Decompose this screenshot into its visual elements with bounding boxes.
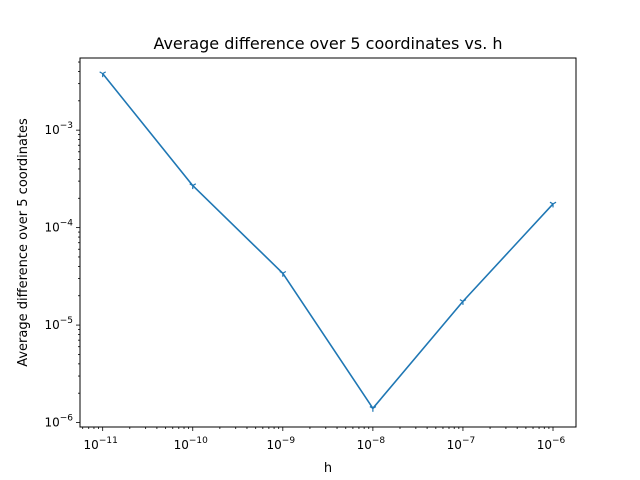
x-tick-base: 10 — [357, 438, 372, 452]
x-tick-label: 10−7 — [447, 436, 476, 452]
data-point — [279, 271, 287, 277]
y-tick-exponent: −3 — [60, 121, 73, 131]
x-tick-exponent: −11 — [99, 436, 118, 446]
data-point — [99, 71, 107, 78]
y-axis: 10−610−510−410−3 — [44, 61, 80, 430]
y-tick-label: 10−3 — [44, 121, 73, 137]
series-line — [102, 73, 554, 410]
x-tick-label: 10−10 — [174, 436, 209, 452]
y-tick-exponent: −6 — [60, 414, 74, 424]
y-tick-base: 10 — [44, 123, 59, 137]
data-point — [459, 299, 467, 305]
x-tick-label: 10−11 — [84, 436, 118, 452]
chart-title: Average difference over 5 coordinates vs… — [153, 34, 502, 53]
x-tick-exponent: −10 — [189, 436, 208, 446]
x-tick-label: 10−6 — [537, 436, 566, 452]
x-tick-base: 10 — [174, 438, 189, 452]
y-tick-label: 10−4 — [44, 219, 73, 235]
y-tick-exponent: −4 — [60, 219, 74, 229]
x-tick-exponent: −6 — [552, 436, 566, 446]
y-tick-base: 10 — [44, 318, 59, 332]
x-tick-base: 10 — [84, 438, 99, 452]
x-axis: 10−11 10−10 10−9 10−8 10−7 10−6 — [82, 427, 566, 452]
axes-frame — [79, 57, 577, 428]
x-tick-exponent: −7 — [462, 436, 475, 446]
y-tick-base: 10 — [44, 416, 59, 430]
plot-layer — [99, 71, 557, 412]
x-tick-label: 10−8 — [357, 436, 386, 452]
x-tick-base: 10 — [537, 438, 552, 452]
data-point — [369, 406, 377, 412]
data-point — [189, 183, 197, 190]
y-tick-exponent: −5 — [60, 316, 73, 326]
y-tick-base: 10 — [44, 221, 59, 235]
y-tick-label: 10−6 — [44, 414, 73, 430]
x-tick-label: 10−9 — [267, 436, 296, 452]
y-axis-label: Average difference over 5 coordinates — [16, 118, 31, 367]
x-axis-label: h — [324, 461, 332, 476]
x-tick-exponent: −8 — [372, 436, 386, 446]
x-tick-exponent: −9 — [282, 436, 296, 446]
y-tick-label: 10−5 — [44, 316, 73, 332]
data-point — [549, 201, 557, 208]
x-tick-base: 10 — [447, 438, 462, 452]
x-tick-base: 10 — [267, 438, 282, 452]
